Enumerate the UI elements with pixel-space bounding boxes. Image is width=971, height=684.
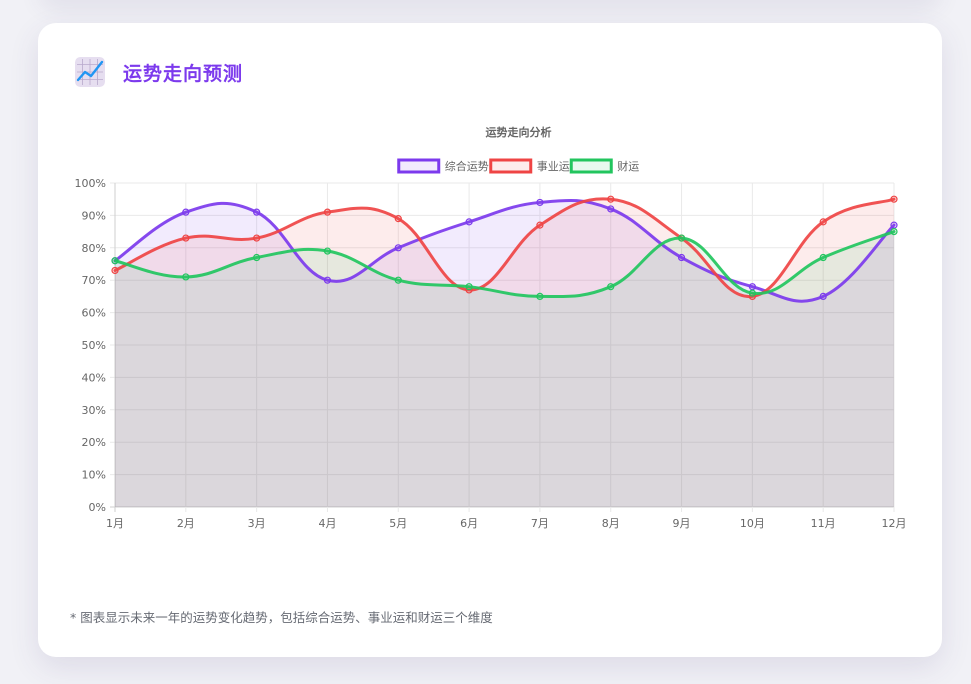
x-tick-label: 2月 [177,517,195,530]
series-area-3 [115,231,894,507]
series-area-2 [115,198,894,507]
legend-swatch [569,158,613,174]
data-point-3 [890,228,898,236]
data-point-1 [182,208,190,216]
data-point-3 [607,283,615,291]
data-point-3 [253,253,261,262]
data-point-2 [819,218,827,226]
series-line-3 [113,230,896,299]
legend-item-1: 综合运势 [397,158,489,174]
chart-footnote: * 图表显示未来一年的运势变化趋势，包括综合运势、事业运和财运三个维度 [70,610,493,625]
x-tick-label: 8月 [602,517,620,530]
data-point-1 [394,244,402,252]
data-point-1 [323,276,332,284]
y-tick-label: 60% [82,307,106,320]
data-point-2 [607,195,615,203]
x-tick-label: 6月 [460,517,478,530]
card-header: 运势走向预测 [75,57,243,87]
x-tick-label: 5月 [389,517,407,530]
data-point-2 [253,234,261,242]
x-tick-label: 9月 [673,517,691,530]
x-tick-label: 1月 [106,517,124,530]
y-tick-label: 90% [82,209,106,222]
legend-label: 事业运 [537,160,570,173]
data-point-1 [890,221,898,229]
data-point-3 [394,276,402,284]
data-point-3 [748,289,756,297]
y-tick-label: 10% [82,469,106,482]
data-point-3 [111,257,119,265]
x-tick-label: 3月 [248,517,266,530]
data-point-3 [677,234,686,242]
data-point-1 [677,253,686,262]
data-point-1 [536,198,544,207]
legend-item-3: 财运 [569,158,639,174]
data-point-3 [323,247,332,255]
chart-title: 运势走向分析 [486,125,552,139]
y-tick-label: 20% [82,436,106,449]
chart-increasing-icon [75,57,105,87]
data-point-3 [536,292,544,300]
data-point-2 [182,234,190,242]
legend-item-2: 事业运 [489,158,570,174]
data-point-3 [465,283,473,291]
data-point-2 [890,195,898,203]
y-tick-label: 70% [82,274,106,287]
legend-label: 财运 [617,159,639,173]
data-point-1 [465,218,473,226]
series-area-1 [115,200,894,507]
data-point-1 [819,292,827,300]
y-tick-label: 40% [82,371,106,384]
legend-swatch [489,158,533,174]
data-point-2 [111,266,119,275]
forecast-card: 运势走向预测 * 图表显示未来一年的运势变化趋势，包括综合运势、事业运和财运三个… [38,23,942,657]
x-tick-label: 10月 [740,517,765,530]
x-tick-label: 11月 [811,517,836,530]
x-tick-label: 4月 [318,517,336,530]
legend-label: 综合运势 [445,159,489,173]
y-tick-label: 80% [82,242,106,255]
data-point-1 [607,205,615,213]
data-point-1 [253,208,261,216]
chart-grid [110,182,895,512]
data-point-3 [819,253,827,262]
data-point-2 [323,208,332,216]
y-tick-label: 30% [82,404,106,417]
y-tick-label: 0% [89,501,106,514]
card-title: 运势走向预测 [123,62,244,85]
x-tick-label: 12月 [882,517,907,530]
y-tick-label: 50% [82,339,106,352]
data-point-2 [536,221,544,229]
data-point-3 [182,273,190,281]
data-point-2 [394,215,402,223]
y-tick-label: 100% [75,177,106,190]
legend-swatch [397,158,441,174]
x-tick-label: 7月 [531,517,549,530]
data-point-1 [748,283,756,291]
